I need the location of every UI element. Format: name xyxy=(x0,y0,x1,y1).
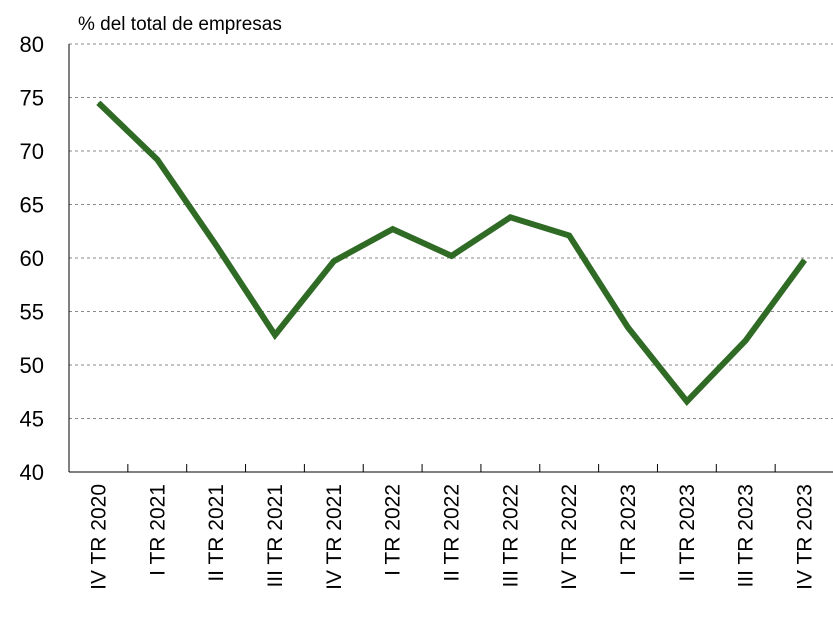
x-tick-label: IV TR 2021 xyxy=(323,484,346,590)
x-tick-label: II TR 2022 xyxy=(441,484,464,582)
data-point xyxy=(745,339,747,341)
axes xyxy=(68,44,833,473)
x-tick-label: I TR 2022 xyxy=(382,484,405,576)
y-axis-unit-label: % del total de empresas xyxy=(78,14,282,35)
data-point xyxy=(156,159,158,161)
x-tick-label: III TR 2022 xyxy=(499,484,522,588)
data-point xyxy=(627,327,629,329)
y-tick-label: 45 xyxy=(20,407,44,432)
data-point xyxy=(804,259,806,261)
data-point xyxy=(686,400,688,402)
data-point xyxy=(215,244,217,246)
data-point xyxy=(451,255,452,257)
x-tick-label: IV TR 2022 xyxy=(558,484,581,590)
y-tick-label: 70 xyxy=(20,139,44,164)
x-tick-label: II TR 2023 xyxy=(676,484,699,582)
y-tick-label: 65 xyxy=(20,193,44,218)
x-tick-label: I TR 2023 xyxy=(617,484,640,576)
x-tick-label: IV TR 2020 xyxy=(87,484,110,590)
data-point xyxy=(392,228,394,230)
x-tick-label: III TR 2023 xyxy=(735,484,758,588)
data-point xyxy=(568,235,570,237)
data-point xyxy=(509,216,511,218)
x-tick-labels: IV TR 2020 I TR 2021 II TR 2021 III TR 2021… xyxy=(87,484,816,590)
x-tick-label: IV TR 2023 xyxy=(794,484,817,590)
x-tick-label: I TR 2021 xyxy=(146,484,169,576)
x-ticks xyxy=(127,464,776,472)
data-point xyxy=(274,334,276,336)
data-point xyxy=(97,102,99,104)
x-tick-label: III TR 2021 xyxy=(264,484,287,588)
y-tick-label: 80 xyxy=(20,32,44,57)
y-tick-label: 75 xyxy=(20,86,44,111)
series xyxy=(96,100,808,406)
gridlines xyxy=(69,43,833,419)
series-line xyxy=(96,100,808,406)
y-tick-label: 55 xyxy=(20,300,44,325)
x-tick-label: II TR 2021 xyxy=(205,484,228,582)
y-tick-label: 40 xyxy=(20,460,44,485)
y-tick-label: 60 xyxy=(20,246,44,271)
y-tick-labels: 40 45 50 55 60 65 70 75 80 xyxy=(20,32,44,485)
y-tick-label: 50 xyxy=(20,353,44,378)
data-point xyxy=(333,260,335,262)
